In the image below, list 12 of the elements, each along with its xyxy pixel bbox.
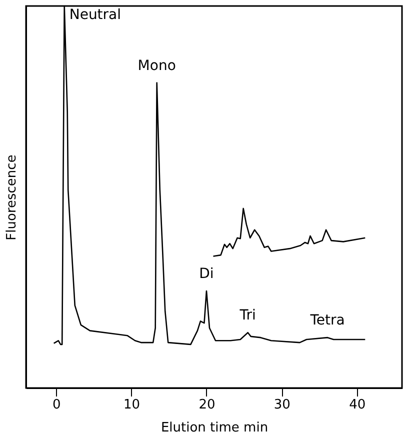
annotation: Neutral xyxy=(69,7,122,23)
x-tick-label: 30 xyxy=(274,398,290,412)
x-tick-label: 0 xyxy=(52,398,61,412)
annotation: Di xyxy=(199,266,214,282)
x-axis-title: Elution time min xyxy=(160,420,268,436)
annotation: Tri xyxy=(238,308,256,324)
x-tick-label: 20 xyxy=(198,398,216,412)
annotation: Tetra xyxy=(309,312,345,329)
y-axis-title: Fluorescence xyxy=(4,154,20,240)
x-tick-label: 40 xyxy=(349,398,366,412)
annotation: Mono xyxy=(138,58,176,74)
x-tick-label: 10 xyxy=(124,398,140,412)
